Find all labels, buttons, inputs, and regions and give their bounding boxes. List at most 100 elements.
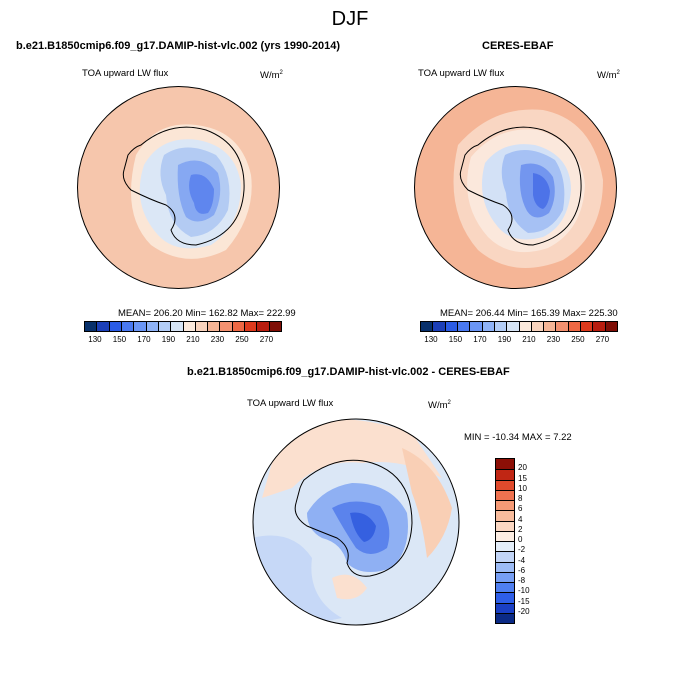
model-colorbar-tick-label: 150	[112, 335, 127, 344]
diff-colorbar-tick-label: -15	[518, 596, 530, 606]
model-colorbar-swatch	[85, 322, 97, 331]
obs-colorbar-tick-label: 270	[595, 335, 610, 344]
model-colorbar-tick-label: 190	[161, 335, 176, 344]
obs-colorbar-swatch	[493, 322, 507, 331]
model-colorbar-swatch	[108, 322, 121, 331]
model-colorbar-swatch	[182, 322, 195, 331]
diff-colorbar-tick-label: 4	[518, 514, 523, 524]
figure-title: DJF	[331, 8, 369, 30]
diff-colorbar-swatch	[496, 612, 514, 623]
obs-panel-title: CERES-EBAF	[482, 40, 554, 52]
model-colorbar-swatch	[145, 322, 158, 331]
obs-colorbar-tick-label: 250	[571, 335, 585, 344]
obs-colorbar-tick-label: 190	[497, 335, 512, 344]
model-colorbar-swatch	[219, 322, 232, 331]
diff-polar-map	[252, 418, 460, 626]
diff-colorbar-swatch	[496, 469, 514, 480]
diff-colorbar-swatch	[496, 489, 514, 500]
diff-colorbar-swatch	[496, 571, 514, 582]
model-units-label: W/m2	[260, 70, 283, 82]
model-colorbar	[84, 321, 282, 332]
obs-colorbar-swatch	[481, 322, 494, 331]
model-colorbar-swatch	[133, 322, 146, 331]
obs-colorbar-swatch	[421, 322, 433, 331]
diff-colorbar-swatch	[496, 551, 514, 562]
obs-variable-label: TOA upward LW flux	[418, 68, 505, 79]
model-stats: MEAN= 206.20 Min= 162.82 Max= 222.99	[118, 308, 296, 319]
diff-colorbar-tick-label: -4	[518, 555, 526, 565]
obs-colorbar-swatch	[444, 322, 457, 331]
obs-colorbar-swatch	[604, 322, 617, 331]
obs-colorbar-swatch	[592, 322, 605, 331]
diff-stats: MIN = -10.34 MAX = 7.22	[464, 432, 572, 443]
model-colorbar-swatch	[194, 322, 208, 331]
obs-colorbar-labels: 130 150 170 190 210 230 250 270	[420, 335, 616, 347]
diff-colorbar-tick-label: -20	[518, 606, 530, 616]
obs-colorbar-tick-label: 230	[546, 335, 561, 344]
model-panel-title: b.e21.B1850cmip6.f09_g17.DAMIP-hist-vlc.…	[16, 40, 341, 52]
diff-colorbar-tick-label: 2	[518, 524, 523, 534]
diff-colorbar-tick-label: -6	[518, 565, 526, 575]
obs-colorbar-tick-label: 150	[448, 335, 463, 344]
obs-colorbar	[420, 321, 618, 332]
obs-colorbar-swatch	[555, 322, 568, 331]
diff-colorbar-swatch	[496, 582, 514, 593]
obs-colorbar-swatch	[543, 322, 556, 331]
diff-colorbar-swatch	[496, 459, 514, 470]
model-colorbar-swatch	[268, 322, 281, 331]
model-colorbar-tick-label: 230	[210, 335, 225, 344]
diff-units-label: W/m2	[428, 400, 451, 412]
diff-colorbar-tick-label: 15	[518, 473, 527, 483]
diff-colorbar-tick-label: 10	[518, 483, 527, 493]
obs-colorbar-tick-label: 210	[522, 335, 536, 344]
model-colorbar-swatch	[157, 322, 171, 331]
obs-colorbar-swatch	[567, 322, 581, 331]
model-colorbar-tick-label: 130	[88, 335, 102, 344]
obs-colorbar-tick-label: 130	[424, 335, 438, 344]
model-colorbar-swatch	[231, 322, 245, 331]
diff-colorbar-tick-label: 8	[518, 494, 523, 503]
obs-colorbar-swatch	[432, 322, 445, 331]
diff-panel-title: b.e21.B1850cmip6.f09_g17.DAMIP-hist-vlc.…	[187, 366, 510, 378]
diff-colorbar-swatch	[496, 479, 514, 490]
diff-colorbar-swatch	[496, 592, 514, 603]
model-colorbar-tick-label: 170	[137, 335, 151, 344]
diff-colorbar-tick-label: -10	[518, 586, 530, 596]
model-colorbar-swatch	[256, 322, 269, 331]
obs-colorbar-swatch	[506, 322, 519, 331]
obs-colorbar-swatch	[456, 322, 470, 331]
model-colorbar-swatch	[207, 322, 220, 331]
obs-colorbar-swatch	[518, 322, 531, 331]
diff-colorbar-swatch	[496, 500, 514, 511]
model-colorbar-swatch	[244, 322, 257, 331]
model-colorbar-swatch	[96, 322, 109, 331]
diff-colorbar-swatch	[496, 530, 514, 541]
diff-colorbar-swatch	[496, 541, 514, 552]
diff-colorbar-tick-label: -8	[518, 576, 526, 585]
diff-colorbar-tick-label: 20	[518, 463, 527, 473]
diff-colorbar-swatch	[496, 510, 514, 521]
obs-colorbar-swatch	[580, 322, 593, 331]
model-colorbar-tick-label: 250	[235, 335, 249, 344]
obs-polar-map	[414, 86, 617, 289]
diff-colorbar-swatch	[496, 520, 514, 531]
model-colorbar-tick-label: 210	[186, 335, 200, 344]
diff-colorbar-swatch	[496, 602, 514, 613]
model-colorbar-swatch	[120, 322, 134, 331]
diff-variable-label: TOA upward LW flux	[247, 398, 334, 409]
diff-colorbar-tick-label: 0	[518, 535, 523, 544]
model-colorbar-labels: 130 150 170 190 210 230 250 270	[84, 335, 280, 347]
diff-colorbar-tick-label: 6	[518, 504, 523, 514]
obs-colorbar-swatch	[469, 322, 482, 331]
diff-colorbar	[495, 458, 515, 624]
model-colorbar-tick-label: 270	[259, 335, 274, 344]
diff-colorbar-tick-label: -2	[518, 545, 526, 555]
obs-colorbar-swatch	[530, 322, 544, 331]
obs-stats: MEAN= 206.44 Min= 165.39 Max= 225.30	[440, 308, 618, 319]
model-variable-label: TOA upward LW flux	[82, 68, 169, 79]
obs-colorbar-tick-label: 170	[473, 335, 487, 344]
diff-colorbar-swatch	[496, 561, 514, 572]
obs-units-label: W/m2	[597, 70, 620, 82]
diff-colorbar-labels: 20 15 10 8 6 4 2 0 -2 -4 -6 -8 -10 -15 -20	[518, 458, 558, 622]
model-polar-map	[77, 86, 280, 289]
